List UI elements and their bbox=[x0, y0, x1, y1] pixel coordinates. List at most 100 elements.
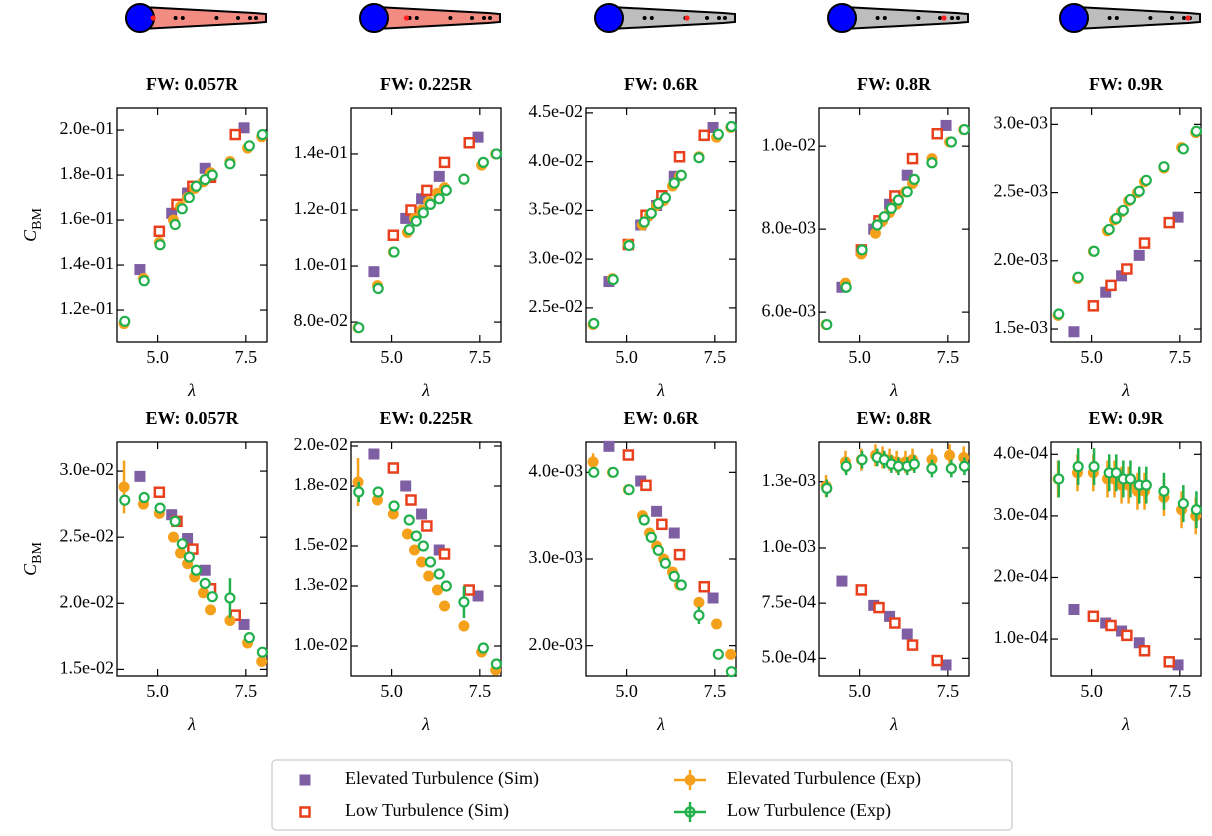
sensor bbox=[1170, 16, 1174, 20]
marker bbox=[940, 119, 952, 131]
marker bbox=[256, 646, 269, 658]
sensor bbox=[236, 16, 240, 20]
blade-icon bbox=[1059, 3, 1201, 33]
marker bbox=[477, 156, 489, 168]
marker bbox=[388, 246, 400, 258]
point bbox=[1105, 279, 1117, 292]
marker bbox=[871, 219, 883, 231]
y-tick-label: 1.3e-02 bbox=[294, 574, 348, 594]
point bbox=[725, 120, 738, 133]
marker bbox=[1068, 603, 1080, 615]
x-tick-label: 7.5 bbox=[937, 347, 960, 367]
blade-body bbox=[375, 5, 501, 31]
point bbox=[403, 514, 415, 526]
x-tick-label: 5.0 bbox=[615, 681, 638, 701]
marker bbox=[154, 239, 166, 251]
point bbox=[926, 157, 938, 169]
y-tick-label: 3.0e-04 bbox=[994, 504, 1048, 524]
marker bbox=[588, 317, 600, 330]
point bbox=[725, 666, 738, 678]
point bbox=[707, 122, 719, 133]
marker bbox=[707, 592, 719, 604]
sensor bbox=[1148, 16, 1153, 20]
point bbox=[205, 604, 217, 616]
marker bbox=[873, 601, 885, 614]
point bbox=[229, 128, 241, 141]
point bbox=[878, 211, 890, 223]
point bbox=[416, 193, 428, 205]
blade-body bbox=[610, 5, 736, 31]
y-tick-label: 2.0e-02 bbox=[60, 591, 114, 611]
point bbox=[1121, 629, 1133, 642]
marker bbox=[945, 462, 957, 475]
point bbox=[405, 494, 417, 506]
marker bbox=[673, 151, 686, 163]
marker bbox=[645, 207, 657, 219]
marker bbox=[1105, 619, 1117, 632]
marker bbox=[840, 460, 852, 472]
marker bbox=[182, 533, 194, 545]
plot-frame bbox=[1050, 441, 1202, 677]
point bbox=[958, 457, 971, 476]
point bbox=[421, 520, 433, 532]
point bbox=[424, 556, 437, 568]
point bbox=[675, 579, 687, 591]
point bbox=[199, 564, 211, 576]
point bbox=[693, 152, 705, 164]
marker bbox=[169, 515, 181, 527]
marker bbox=[1068, 326, 1080, 338]
sensor bbox=[482, 16, 486, 20]
y-tick-label: 3.0e-02 bbox=[529, 247, 583, 267]
point bbox=[725, 648, 737, 660]
marker bbox=[153, 486, 166, 498]
marker bbox=[638, 216, 650, 228]
y-tick-label: 1.6e-01 bbox=[60, 208, 114, 228]
marker bbox=[175, 547, 187, 559]
marker bbox=[134, 470, 146, 482]
marker bbox=[205, 604, 217, 616]
point bbox=[1068, 603, 1080, 615]
blade-icon bbox=[827, 3, 969, 33]
point bbox=[440, 580, 452, 592]
marker bbox=[199, 162, 211, 174]
marker bbox=[238, 122, 250, 134]
y-tick-label: 5.0e-04 bbox=[762, 646, 816, 666]
marker bbox=[958, 460, 971, 472]
sensor bbox=[938, 16, 942, 20]
point bbox=[623, 484, 635, 496]
point bbox=[1088, 448, 1100, 486]
marker bbox=[926, 462, 938, 475]
marker bbox=[403, 514, 415, 526]
panel-title: FW: 0.057R bbox=[146, 74, 239, 94]
panel-title: EW: 0.057R bbox=[145, 408, 239, 428]
legend-label: Elevated Turbulence (Exp) bbox=[727, 768, 921, 789]
point bbox=[1133, 637, 1145, 649]
point bbox=[183, 191, 195, 204]
plot-frame bbox=[1050, 107, 1202, 343]
point bbox=[169, 515, 181, 527]
panel-title: EW: 0.6R bbox=[623, 408, 699, 428]
marker bbox=[368, 448, 380, 460]
point bbox=[134, 470, 146, 482]
plot-frame bbox=[350, 107, 502, 343]
point bbox=[372, 282, 384, 295]
sensor bbox=[916, 16, 921, 20]
marker bbox=[153, 225, 166, 238]
point bbox=[417, 540, 429, 552]
marker bbox=[725, 648, 737, 660]
marker bbox=[176, 203, 188, 215]
marker bbox=[372, 486, 384, 498]
sensor-active bbox=[941, 15, 947, 21]
x-tick-label: 7.5 bbox=[937, 681, 960, 701]
marker bbox=[400, 212, 412, 224]
marker bbox=[673, 548, 686, 561]
marker bbox=[1053, 473, 1065, 485]
point bbox=[401, 528, 413, 540]
point bbox=[836, 575, 848, 587]
marker bbox=[424, 198, 437, 211]
point bbox=[440, 184, 452, 196]
point bbox=[906, 639, 919, 651]
marker bbox=[119, 494, 131, 506]
marker bbox=[238, 618, 250, 630]
point bbox=[183, 551, 195, 563]
